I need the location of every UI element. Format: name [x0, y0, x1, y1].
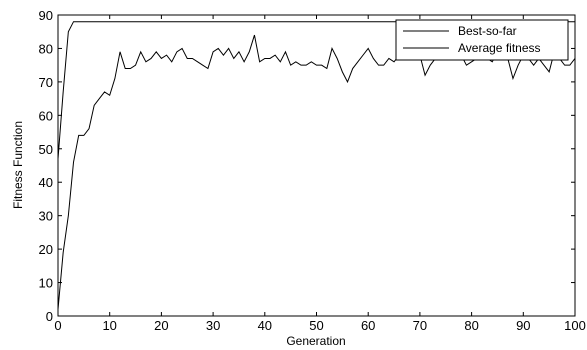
- legend-label-average-fitness: Average fitness: [458, 41, 541, 55]
- y-axis-label: Fitness Function: [11, 121, 25, 209]
- y-tick-label-9: 90: [39, 8, 53, 23]
- tick-labels: 0 10 20 30 40 50 60 70 80 90 100 0 10 20 30 40 50 60 70 80 9…: [39, 8, 586, 333]
- x-tick-label-1: 10: [102, 318, 116, 333]
- y-tick-label-2: 20: [39, 242, 53, 257]
- x-tick-label-6: 60: [361, 318, 375, 333]
- x-tick-label-9: 90: [516, 318, 530, 333]
- legend-box: [395, 19, 569, 61]
- x-tick-label-3: 30: [206, 318, 220, 333]
- y-tick-label-5: 50: [39, 142, 53, 157]
- legend-label-best-so-far: Best-so-far: [458, 24, 517, 38]
- y-tick-label-8: 80: [39, 41, 53, 56]
- x-tick-label-7: 70: [413, 318, 427, 333]
- y-tick-label-3: 30: [39, 209, 53, 224]
- x-tick-label-10: 100: [564, 318, 586, 333]
- legend: Best-so-far Average fitness: [395, 19, 569, 61]
- series-line-best-so-far: [57, 21, 575, 159]
- x-tick-label-4: 40: [258, 318, 272, 333]
- x-tick-label-2: 20: [154, 318, 168, 333]
- y-tick-label-1: 10: [39, 276, 53, 291]
- y-tick-label-7: 70: [39, 75, 53, 90]
- y-tick-label-6: 60: [39, 108, 53, 123]
- x-tick-label-8: 80: [464, 318, 478, 333]
- axis-ticks: [57, 14, 576, 317]
- y-tick-label-4: 40: [39, 175, 53, 190]
- x-tick-label-0: 0: [54, 318, 61, 333]
- x-tick-label-5: 50: [309, 318, 323, 333]
- y-tick-label-0: 0: [46, 309, 53, 324]
- x-axis-label: Generation: [286, 334, 345, 348]
